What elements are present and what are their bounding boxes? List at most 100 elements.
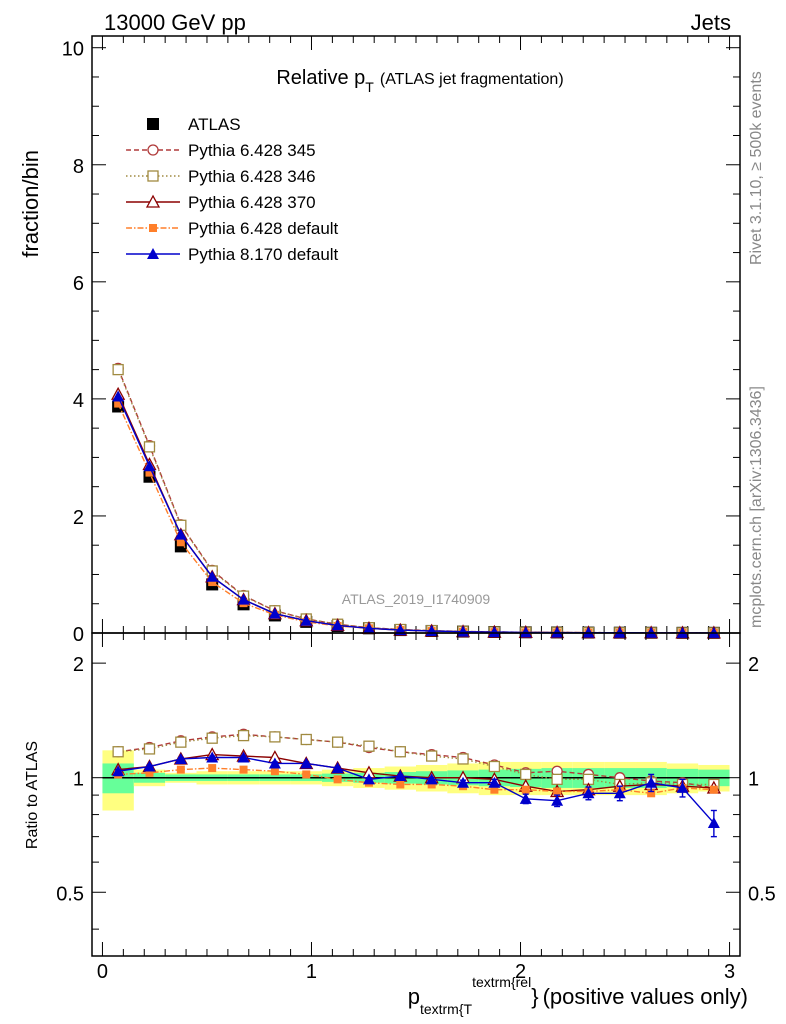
header-left: 13000 GeV pp bbox=[104, 10, 246, 35]
point-p8def bbox=[206, 570, 219, 582]
ratio-point-p346 bbox=[112, 746, 124, 758]
xtick-label: 1 bbox=[306, 961, 317, 983]
main-ytick-label: 2 bbox=[73, 507, 84, 529]
ratio-point-p346 bbox=[426, 750, 438, 762]
point-p8def bbox=[488, 626, 501, 638]
ratio-point-p8def bbox=[112, 765, 125, 777]
ratio-point-p346 bbox=[269, 731, 281, 743]
point-p8def bbox=[174, 528, 187, 540]
analysis-id: ATLAS_2019_I1740909 bbox=[342, 591, 491, 607]
ratio-point-p8def bbox=[707, 817, 720, 829]
main-ytick-label: 6 bbox=[73, 273, 84, 295]
point-p6def bbox=[208, 578, 217, 587]
point-p8def bbox=[331, 619, 344, 631]
x-label-rest: (positive values only) bbox=[543, 984, 748, 1009]
point-p346 bbox=[143, 441, 156, 453]
legend-marker bbox=[147, 248, 159, 259]
ratio-point-p6def bbox=[208, 764, 217, 773]
main-ytick-label: 0 bbox=[73, 624, 84, 646]
legend-entry-p370: Pythia 6.428 370 bbox=[126, 193, 316, 212]
legend-entry-p8def: Pythia 8.170 default bbox=[126, 245, 339, 264]
ratio-point-p8def bbox=[488, 776, 501, 788]
xtick-label: 3 bbox=[724, 961, 735, 983]
ratio-point-p8def bbox=[268, 757, 281, 769]
ratio-point-p6def bbox=[239, 765, 248, 774]
ratio-line-p370 bbox=[118, 753, 714, 793]
main-panel: 0 2 4 6 8 10 Relative pT (ATLAS jet fragmentat… bbox=[18, 35, 741, 646]
legend-marker bbox=[147, 170, 159, 182]
main-title-main: Relative p bbox=[276, 67, 365, 89]
main-ylabel: fraction/bin bbox=[18, 150, 43, 258]
legend-label: Pythia 6.428 345 bbox=[188, 141, 316, 160]
x-label-sup: textrm{rel bbox=[472, 974, 531, 990]
ratio-axis-ticks: 0.5 0.5 1 1 2 2 0 1 2 3 bbox=[56, 633, 776, 983]
main-axis-ticks: 0 2 4 6 8 10 bbox=[62, 36, 740, 646]
ratio-point-p6def bbox=[302, 770, 311, 779]
legend-entry-atlas: ATLAS bbox=[147, 115, 241, 134]
ratio-point-p346 bbox=[206, 732, 218, 744]
x-label-main: p bbox=[408, 984, 420, 1009]
ratio-point-p8def bbox=[362, 773, 375, 785]
ratio-ytick-label-right: 2 bbox=[748, 654, 759, 676]
ratio-ytick-label-right: 0.5 bbox=[748, 883, 776, 905]
ratio-point-p6def bbox=[145, 768, 154, 777]
point-p346 bbox=[112, 363, 124, 376]
main-title-rest: (ATLAS jet fragmentation) bbox=[380, 71, 564, 88]
point-p8def bbox=[143, 460, 156, 472]
header-right: Jets bbox=[691, 10, 731, 35]
point-p8def bbox=[362, 622, 375, 634]
ratio-point-p8def bbox=[237, 751, 250, 763]
ratio-ytick-label: 0.5 bbox=[56, 883, 84, 905]
legend-entry-p346: Pythia 6.428 346 bbox=[126, 167, 316, 186]
point-p8def bbox=[300, 614, 313, 626]
point-p8def bbox=[613, 626, 626, 638]
ratio-point-p346 bbox=[457, 753, 469, 765]
ratio-point-p8def bbox=[143, 760, 156, 772]
ratio-point-p8def bbox=[174, 752, 187, 764]
ratio-point-p8def bbox=[582, 787, 595, 799]
point-p6def bbox=[176, 538, 185, 547]
ratio-ylabel: Ratio to ATLAS bbox=[24, 741, 41, 849]
main-ytick-label: 10 bbox=[62, 39, 84, 61]
ratio-point-p8def bbox=[676, 781, 689, 793]
main-title-sub: T bbox=[365, 79, 374, 95]
side-label-mcplots: mcplots.cern.ch [arXiv:1306.3436] bbox=[748, 386, 765, 628]
legend-marker bbox=[147, 144, 159, 156]
ratio-point-p346 bbox=[143, 743, 156, 755]
ratio-point-p346 bbox=[175, 736, 187, 748]
ratio-point-p6def bbox=[521, 785, 530, 794]
ratio-point-p346 bbox=[237, 729, 250, 742]
xtick-label: 0 bbox=[97, 961, 108, 983]
point-p6def bbox=[114, 399, 123, 408]
point-p8def bbox=[237, 593, 250, 605]
ratio-point-p8def bbox=[425, 773, 438, 785]
ratio-point-p8def bbox=[551, 794, 564, 806]
ratio-ytick-label: 2 bbox=[73, 654, 84, 676]
point-p8def bbox=[551, 626, 564, 638]
ratio-line-p8def bbox=[118, 756, 715, 824]
ratio-point-p6def bbox=[647, 789, 656, 798]
ratio-point-p6def bbox=[270, 767, 279, 776]
ratio-line-p6def bbox=[118, 767, 714, 794]
ratio-point-p8def bbox=[300, 757, 313, 769]
ratio-point-p6def bbox=[490, 785, 499, 794]
x-label-sub: textrm{T bbox=[420, 1001, 473, 1017]
ratio-point-p346 bbox=[488, 760, 501, 773]
ratio-band-layer bbox=[102, 750, 730, 811]
ratio-series-layer bbox=[111, 728, 721, 838]
legend-label: ATLAS bbox=[188, 115, 241, 134]
ratio-point-p346 bbox=[363, 740, 375, 752]
legend: ATLAS Pythia 6.428 345 Pythia 6.428 346 Pyt… bbox=[126, 115, 339, 264]
point-p6def bbox=[145, 468, 154, 477]
ratio-point-p6def bbox=[709, 785, 718, 794]
main-ytick-label: 8 bbox=[73, 156, 84, 178]
ratio-point-p346 bbox=[300, 733, 312, 746]
ratio-point-p8def bbox=[394, 770, 407, 782]
xtick-label: 2 bbox=[515, 961, 526, 983]
x-label-close: } bbox=[531, 984, 538, 1009]
point-p8def bbox=[519, 626, 532, 638]
ratio-series-p8def bbox=[112, 751, 720, 838]
ratio-point-p8def bbox=[613, 787, 626, 799]
ratio-point-p8def bbox=[519, 792, 532, 804]
